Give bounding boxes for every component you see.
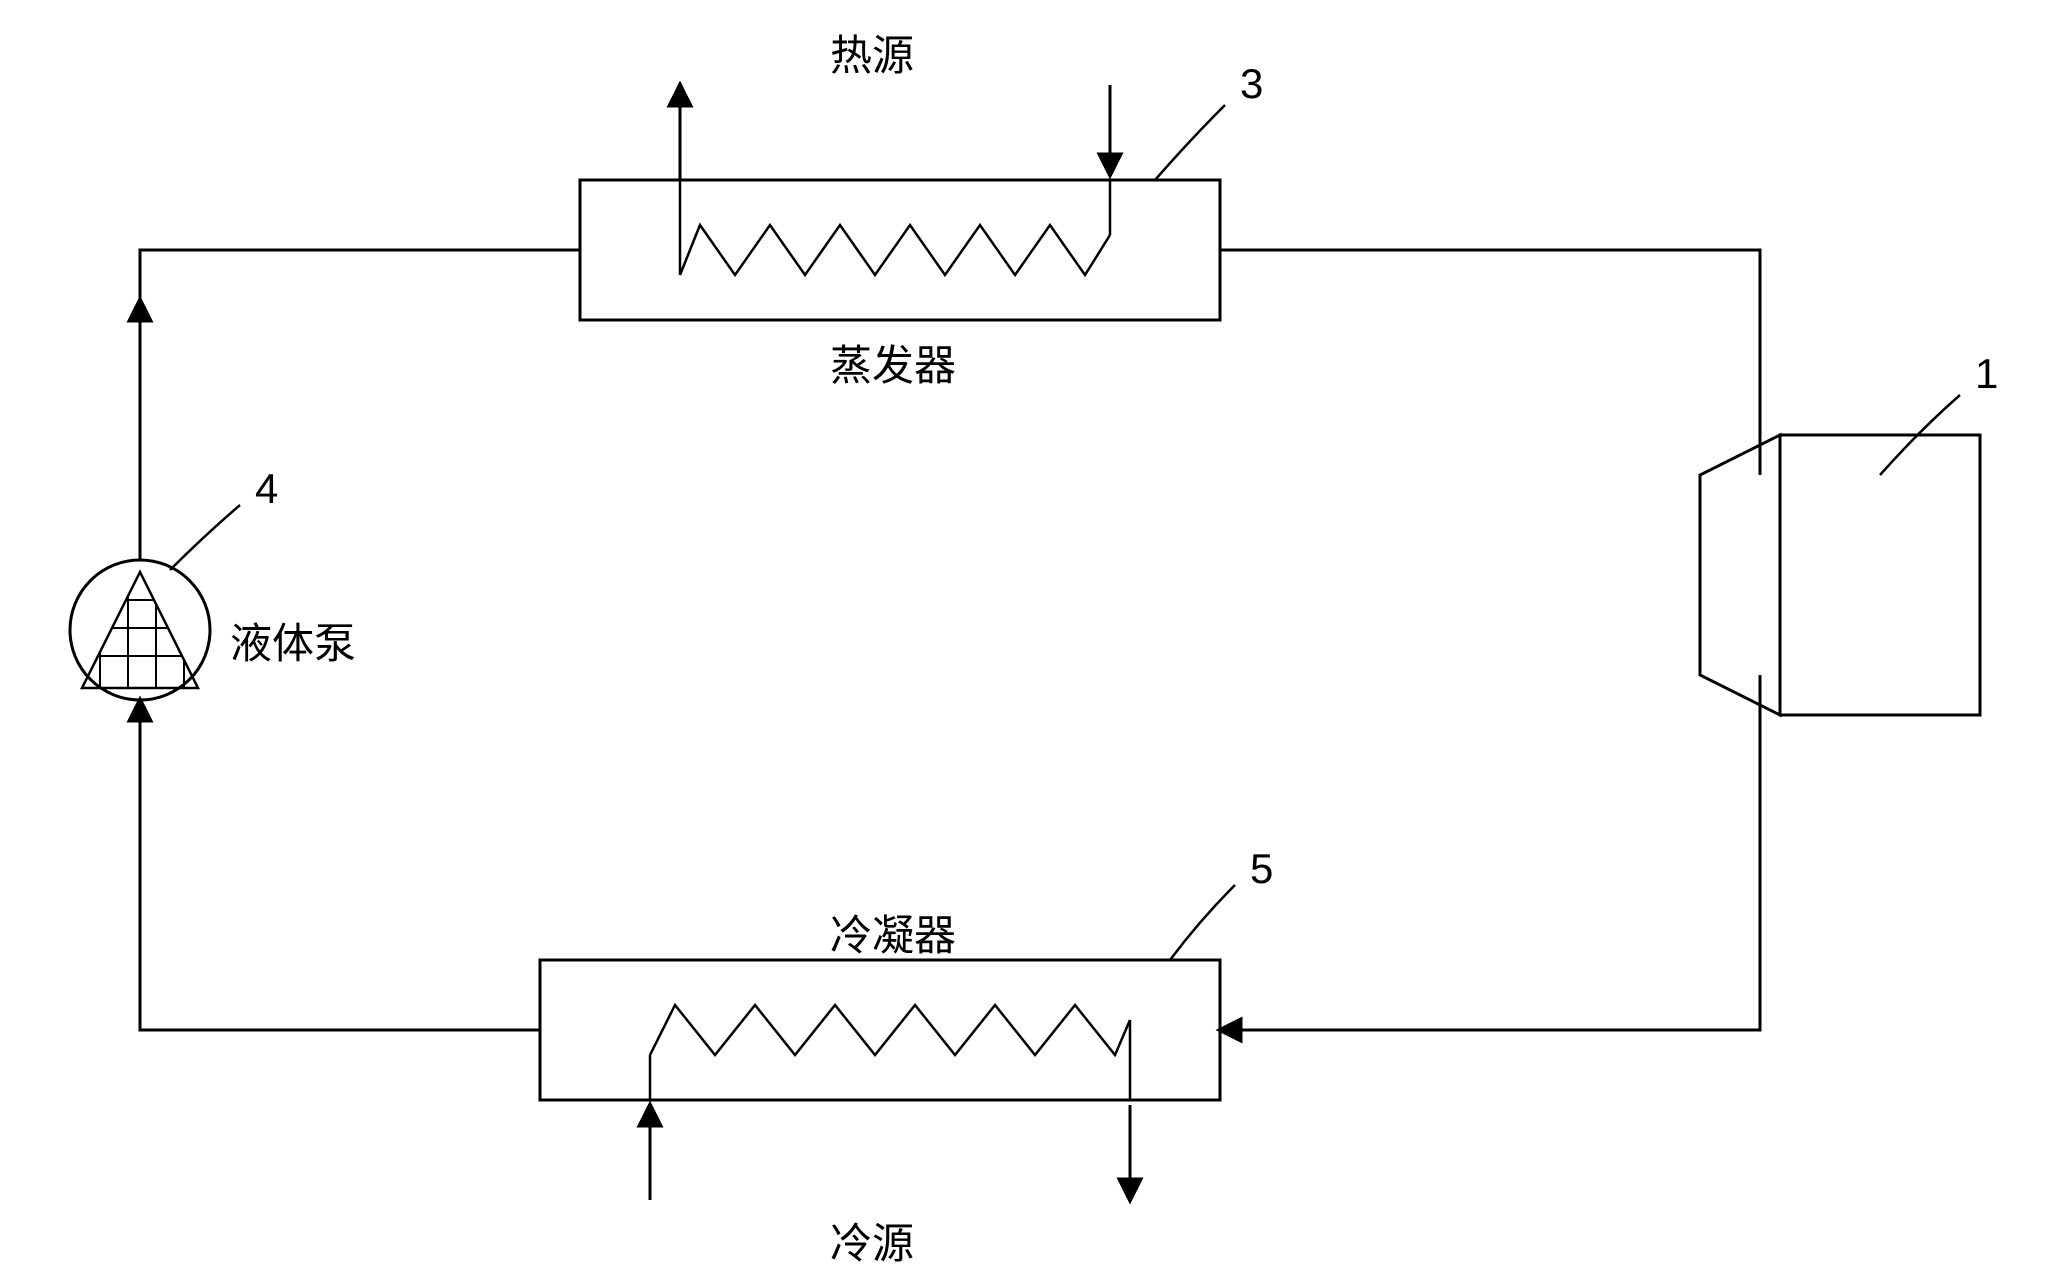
ref-leader-5 [1170,885,1235,960]
condenser-coil [650,1005,1130,1055]
pipe-expander-to-condenser [1220,675,1760,1030]
condenser-box [540,960,1220,1100]
label-evaporator: 蒸发器 [830,332,956,393]
ref-leader-3 [1155,105,1225,180]
ref-num-4: 4 [255,465,278,513]
ref-num-1: 1 [1975,350,1998,398]
pipe-condenser-to-pump [140,700,540,1030]
evaporator-coil [680,225,1110,275]
label-cold-source: 冷源 [830,1210,914,1271]
liquid-pump-symbol [70,560,210,700]
ref-leader-4 [170,505,240,570]
ref-num-3: 3 [1240,60,1263,108]
label-condenser: 冷凝器 [830,902,956,963]
pipe-pump-to-evap [140,250,580,560]
expander [1700,435,1980,715]
pipe-evap-to-expander [1220,250,1760,475]
label-heat-source: 热源 [830,22,914,83]
label-liquid-pump: 液体泵 [230,610,356,671]
evaporator-box [580,180,1220,320]
ref-num-5: 5 [1250,845,1273,893]
